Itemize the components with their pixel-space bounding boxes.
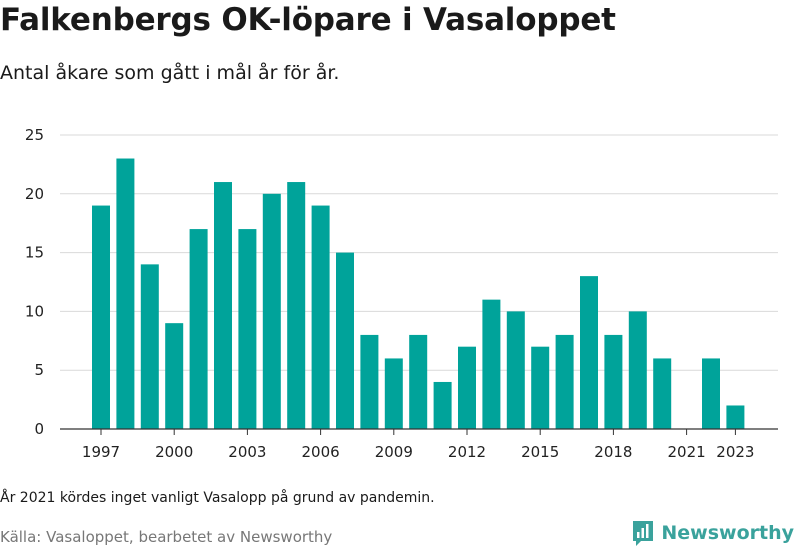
bar bbox=[555, 334, 574, 429]
bar bbox=[506, 311, 525, 429]
bar bbox=[482, 299, 501, 429]
bar bbox=[702, 358, 720, 429]
x-tick-label: 2018 bbox=[594, 443, 632, 461]
y-tick-label: 5 bbox=[34, 361, 44, 379]
bar bbox=[214, 182, 232, 429]
bar-chart: 0 5 10 15 20 25 1997 2000 2003 2006 2009 2012 2015 2… bbox=[25, 126, 778, 461]
y-tick-label: 20 bbox=[25, 185, 44, 203]
y-tick-label: 10 bbox=[25, 302, 44, 320]
bar bbox=[433, 381, 452, 429]
newsworthy-logo: Newsworthy bbox=[631, 519, 794, 547]
bar bbox=[287, 182, 306, 429]
x-tick-label: 2000 bbox=[155, 443, 193, 461]
x-tick-label: 2012 bbox=[448, 443, 486, 461]
bar bbox=[92, 205, 110, 429]
bar bbox=[238, 229, 257, 429]
x-tick-label: 2006 bbox=[302, 443, 340, 461]
x-tick-label: 1997 bbox=[82, 443, 120, 461]
y-tick-label: 15 bbox=[25, 244, 44, 262]
bar bbox=[580, 276, 598, 429]
newsworthy-logo-text: Newsworthy bbox=[661, 522, 794, 544]
bar bbox=[311, 205, 330, 429]
chart-title: Falkenbergs OK-löpare i Vasaloppet bbox=[0, 2, 616, 38]
bar bbox=[336, 252, 354, 429]
bar bbox=[165, 323, 184, 429]
bar bbox=[653, 358, 672, 429]
bar bbox=[531, 346, 550, 429]
x-tick-label: 2021 bbox=[668, 443, 706, 461]
bar bbox=[116, 158, 135, 429]
chart-subtitle: Antal åkare som gått i mål år för år. bbox=[0, 62, 340, 84]
bars bbox=[92, 158, 745, 429]
bar bbox=[189, 229, 208, 429]
x-axis: 1997 2000 2003 2006 2009 2012 2015 2018 2021 2023 bbox=[60, 428, 778, 461]
bar bbox=[384, 358, 403, 429]
bar bbox=[604, 334, 623, 429]
bar bbox=[628, 311, 647, 429]
footnote: År 2021 kördes inget vanligt Vasalopp på… bbox=[0, 490, 435, 506]
bar bbox=[262, 193, 281, 429]
y-tick-label: 25 bbox=[25, 126, 44, 144]
bar bbox=[458, 346, 476, 429]
bar bbox=[360, 334, 379, 429]
x-tick-label: 2009 bbox=[375, 443, 413, 461]
newsworthy-logo-icon bbox=[633, 521, 654, 546]
bar bbox=[409, 334, 428, 429]
x-tick-label: 2003 bbox=[228, 443, 266, 461]
source-text: Källa: Vasaloppet, bearbetet av Newswort… bbox=[0, 528, 333, 546]
y-axis-ticks: 0 5 10 15 20 25 bbox=[25, 126, 44, 438]
bar bbox=[140, 264, 159, 429]
x-tick-label: 2023 bbox=[716, 443, 754, 461]
bar bbox=[726, 405, 745, 429]
y-tick-label: 0 bbox=[34, 420, 44, 438]
x-tick-label: 2015 bbox=[521, 443, 559, 461]
